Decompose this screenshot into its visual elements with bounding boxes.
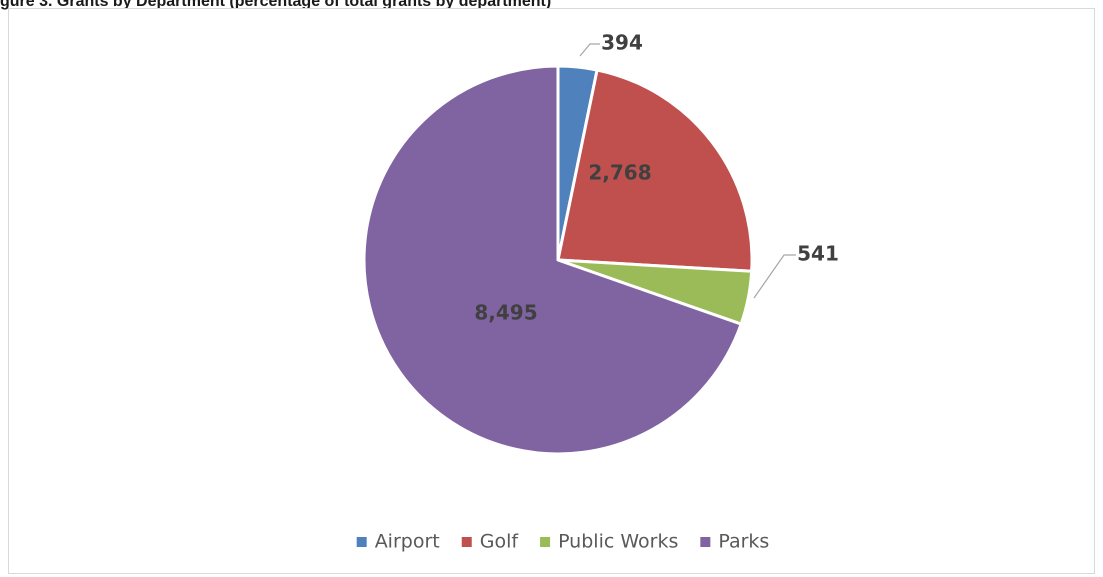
data-label-public-works: 541 <box>797 242 839 266</box>
figure-caption: gure 3. Grants by Department (percentage… <box>0 0 552 10</box>
legend-label-public-works: Public Works <box>558 531 678 553</box>
data-labels: 394 2,768 541 8,495 <box>474 31 839 325</box>
legend-swatch-parks <box>700 537 711 547</box>
pie-slice-parks <box>362 64 743 456</box>
legend-label-golf: Golf <box>480 531 520 553</box>
data-label-parks: 8,495 <box>474 301 537 325</box>
legend-item-parks: Parks <box>700 531 769 553</box>
pie-slice-golf <box>556 68 754 273</box>
legend-swatch-golf <box>461 537 472 547</box>
leader-line-public-works <box>753 254 796 299</box>
legend: Airport Golf Public Works Parks <box>356 531 769 553</box>
data-label-golf: 2,768 <box>588 161 651 185</box>
leader-lines <box>579 43 796 299</box>
legend-item-golf: Golf <box>461 531 520 553</box>
legend-item-airport: Airport <box>356 531 440 553</box>
legend-swatch-airport <box>356 537 367 547</box>
leader-line-airport <box>579 43 600 57</box>
legend-label-airport: Airport <box>375 531 440 553</box>
data-label-airport: 394 <box>601 31 643 55</box>
legend-label-parks: Parks <box>718 531 769 553</box>
pie-slices <box>362 64 754 456</box>
figure-caption-strip: gure 3. Grants by Department (percentage… <box>0 0 1103 20</box>
legend-item-public-works: Public Works <box>540 531 678 553</box>
legend-swatch-public-works <box>540 537 551 547</box>
